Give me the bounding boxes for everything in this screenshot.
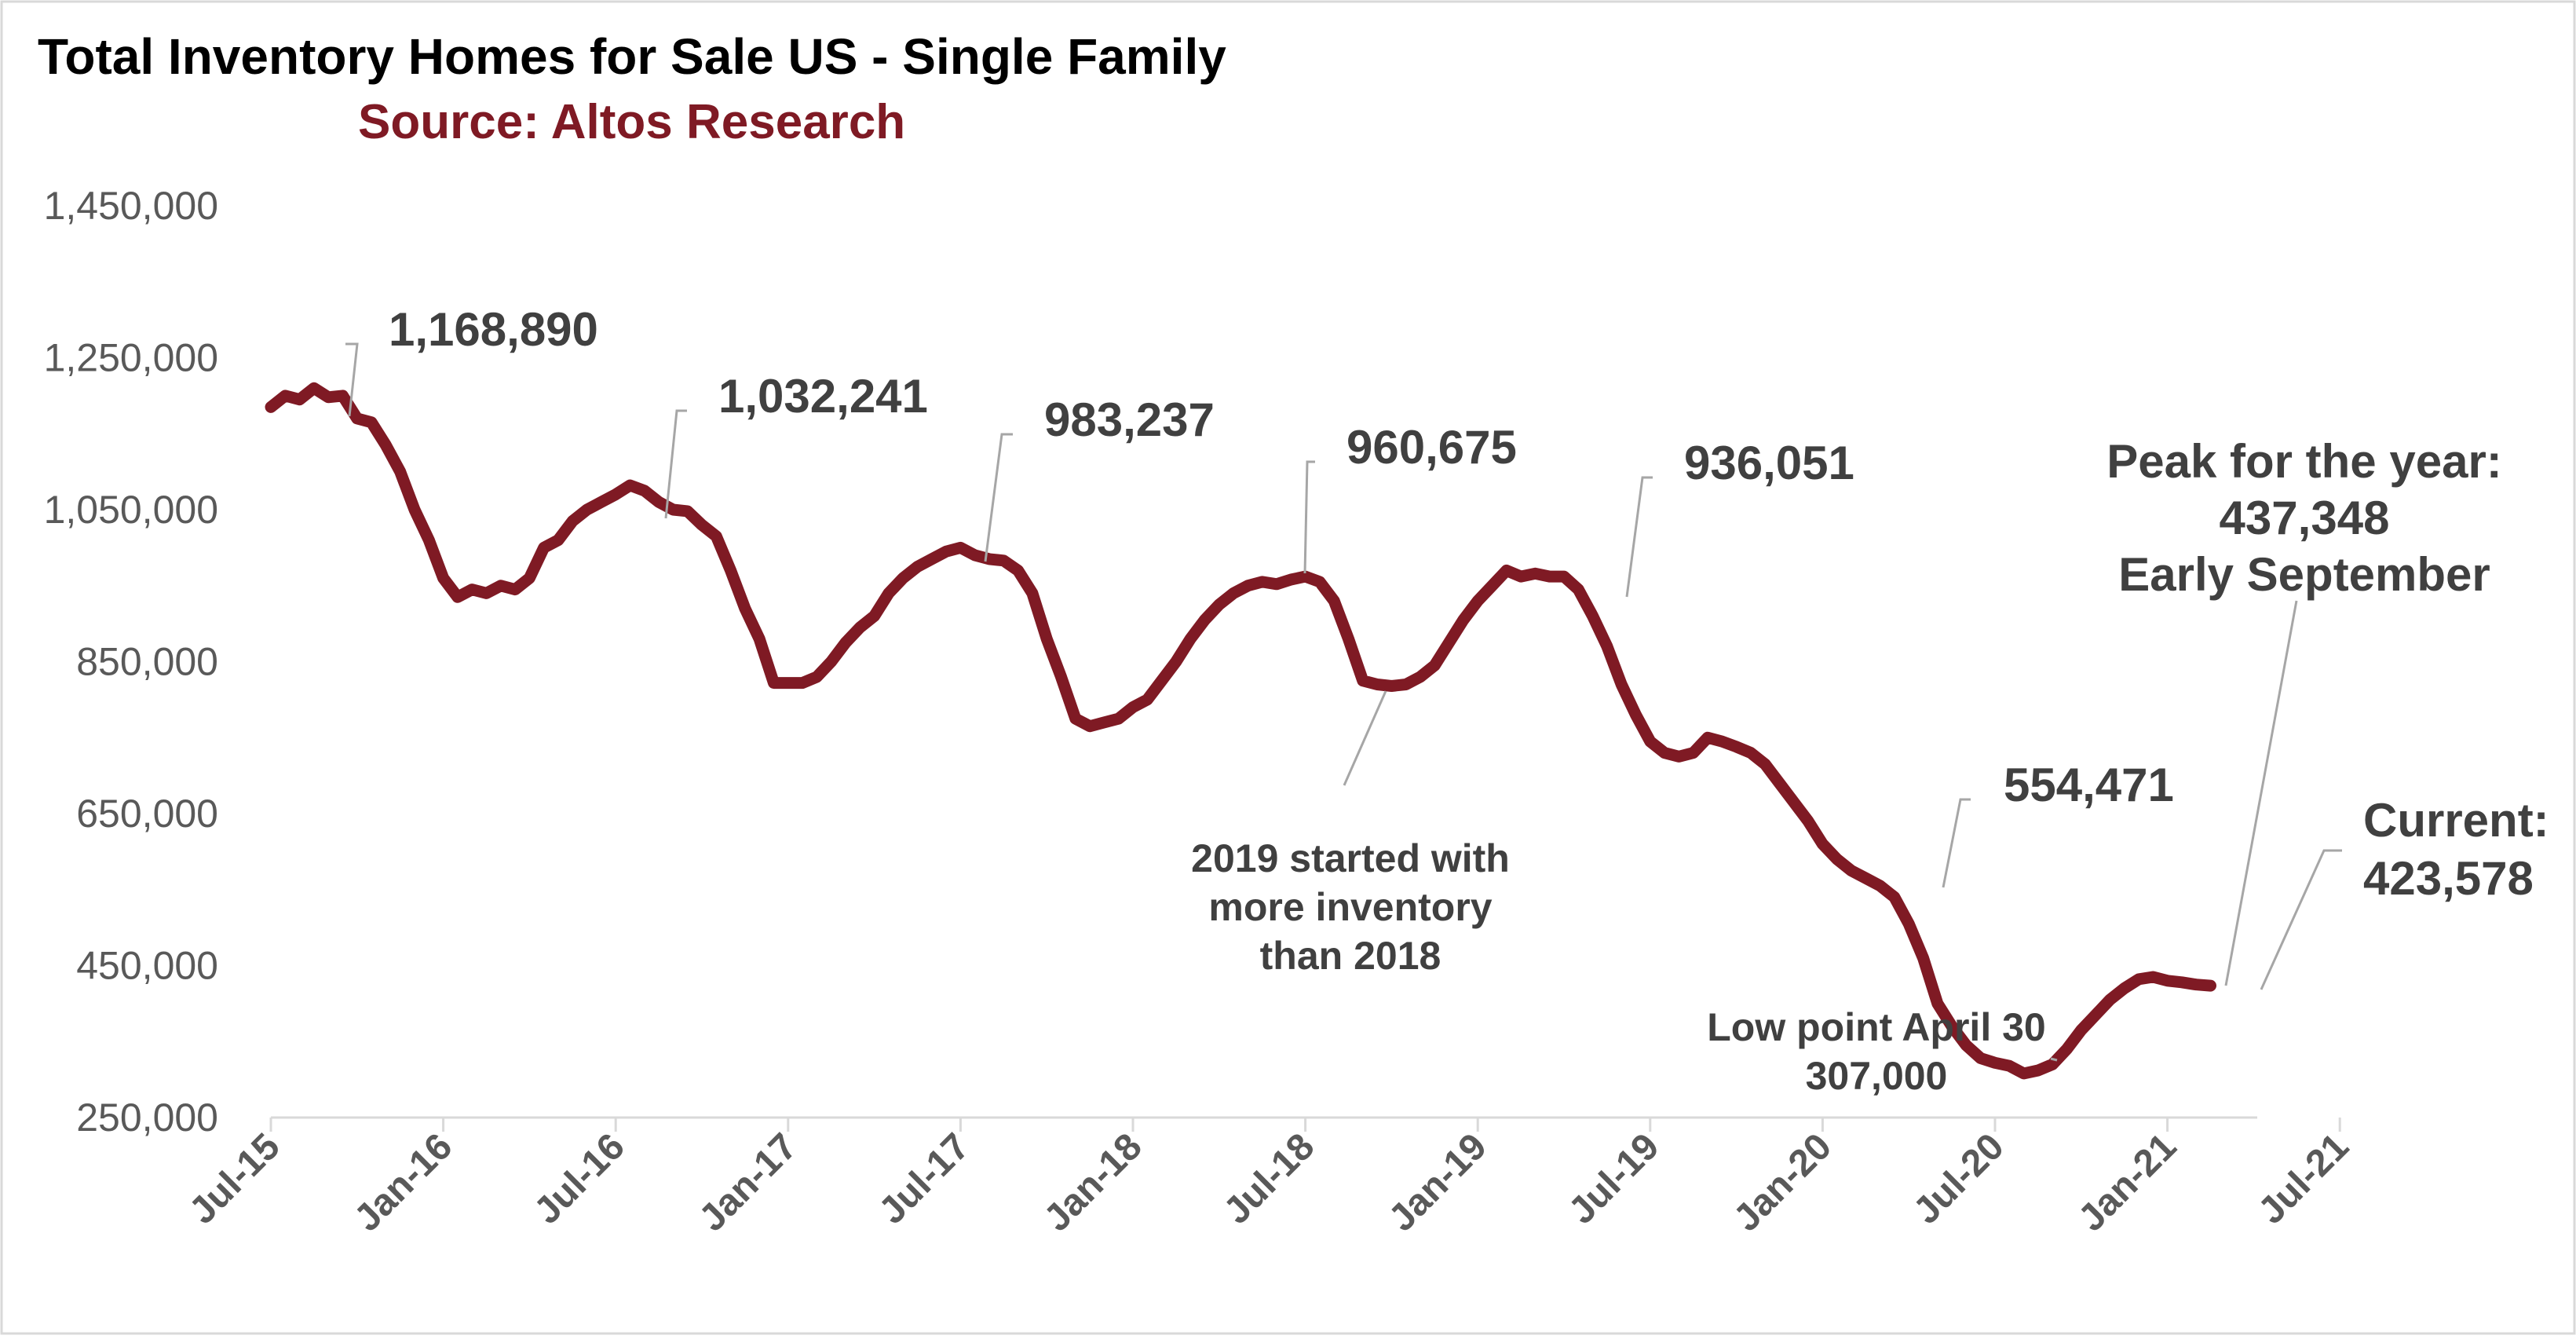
annotation-line: 1,168,890	[389, 303, 598, 356]
annotation-line: 307,000	[1806, 1054, 1948, 1098]
annotation-line: 1,032,241	[718, 370, 928, 423]
annotation-label: Current: 423,578	[2363, 794, 2549, 905]
annotation-line: Current:	[2363, 794, 2549, 847]
annotation-a10: Current: 423,578	[2260, 794, 2549, 990]
y-tick-label: 1,250,000	[44, 336, 218, 380]
annotation-leader-line	[664, 409, 687, 519]
annotation-a9: Peak for the year: 437,348 Early September	[2106, 435, 2502, 986]
annotation-line: 983,237	[1044, 393, 1215, 446]
annotation-leader-line	[2260, 849, 2342, 990]
y-tick-label: 1,450,000	[44, 184, 218, 228]
annotation-a1: 1,168,890	[345, 303, 598, 417]
annotation-label: 936,051	[1684, 437, 1854, 489]
annotation-layer: 1,168,890 1,032,241 983,237 960,675 936,051 2…	[345, 303, 2549, 1098]
series-layer	[265, 382, 2216, 1080]
annotation-leader-line	[2050, 1057, 2058, 1062]
y-tick-label: 1,050,000	[44, 488, 218, 532]
annotation-line: 554,471	[2004, 759, 2174, 811]
annotation-label: 983,237	[1044, 393, 1215, 446]
y-tick-label: 850,000	[76, 640, 218, 684]
annotation-leader-line	[2224, 600, 2298, 986]
annotation-a8: Low point April 30 307,000	[1707, 1005, 2058, 1098]
annotation-line: Early September	[2118, 548, 2490, 601]
y-tick-label: 450,000	[76, 944, 218, 988]
annotation-label: Low point April 30 307,000	[1707, 1005, 2045, 1098]
annotation-label: Peak for the year: 437,348 Early September	[2106, 435, 2502, 601]
annotation-line: Low point April 30	[1707, 1005, 2045, 1049]
annotation-a3: 983,237	[984, 393, 1215, 562]
y-tick-label: 250,000	[76, 1096, 218, 1140]
annotation-line: 2019 started with	[1191, 836, 1510, 880]
annotation-a4: 960,675	[1303, 421, 1517, 574]
annotation-line: more inventory	[1208, 885, 1492, 929]
y-axis-tick-labels: 1,450,000 1,250,000 1,050,000 850,000 650,00…	[44, 184, 218, 1140]
annotation-line: than 2018	[1260, 934, 1441, 978]
annotation-leader-line	[1303, 460, 1315, 574]
annotation-line: 437,348	[2220, 492, 2390, 544]
annotation-line: 936,051	[1684, 437, 1854, 489]
annotation-label: 1,032,241	[718, 370, 928, 423]
annotation-a6: 2019 started with more inventory than 2018	[1191, 690, 1510, 978]
annotation-a5: 936,051	[1625, 437, 1854, 598]
annotation-label: 554,471	[2004, 759, 2174, 811]
chart-title: Total Inventory Homes for Sale US - Sing…	[38, 28, 1226, 85]
annotation-leader-line	[1942, 798, 1971, 888]
annotation-a2: 1,032,241	[664, 370, 928, 519]
annotation-label: 1,168,890	[389, 303, 598, 356]
annotation-leader-line	[984, 433, 1013, 562]
annotation-a7: 554,471	[1942, 759, 2174, 888]
annotation-leader-line	[345, 342, 359, 417]
series-line-total-inventory	[265, 382, 2216, 1080]
annotation-label: 960,675	[1346, 421, 1517, 474]
chart-subtitle: Source: Altos Research	[358, 95, 905, 149]
annotation-line: Peak for the year:	[2106, 435, 2502, 488]
y-tick-label: 650,000	[76, 792, 218, 836]
annotation-leader-line	[1625, 476, 1653, 598]
annotation-line: 423,578	[2363, 852, 2534, 905]
annotation-line: 960,675	[1346, 421, 1517, 474]
annotation-leader-line	[1343, 690, 1387, 786]
annotation-label: 2019 started with more inventory than 2018	[1191, 836, 1510, 978]
